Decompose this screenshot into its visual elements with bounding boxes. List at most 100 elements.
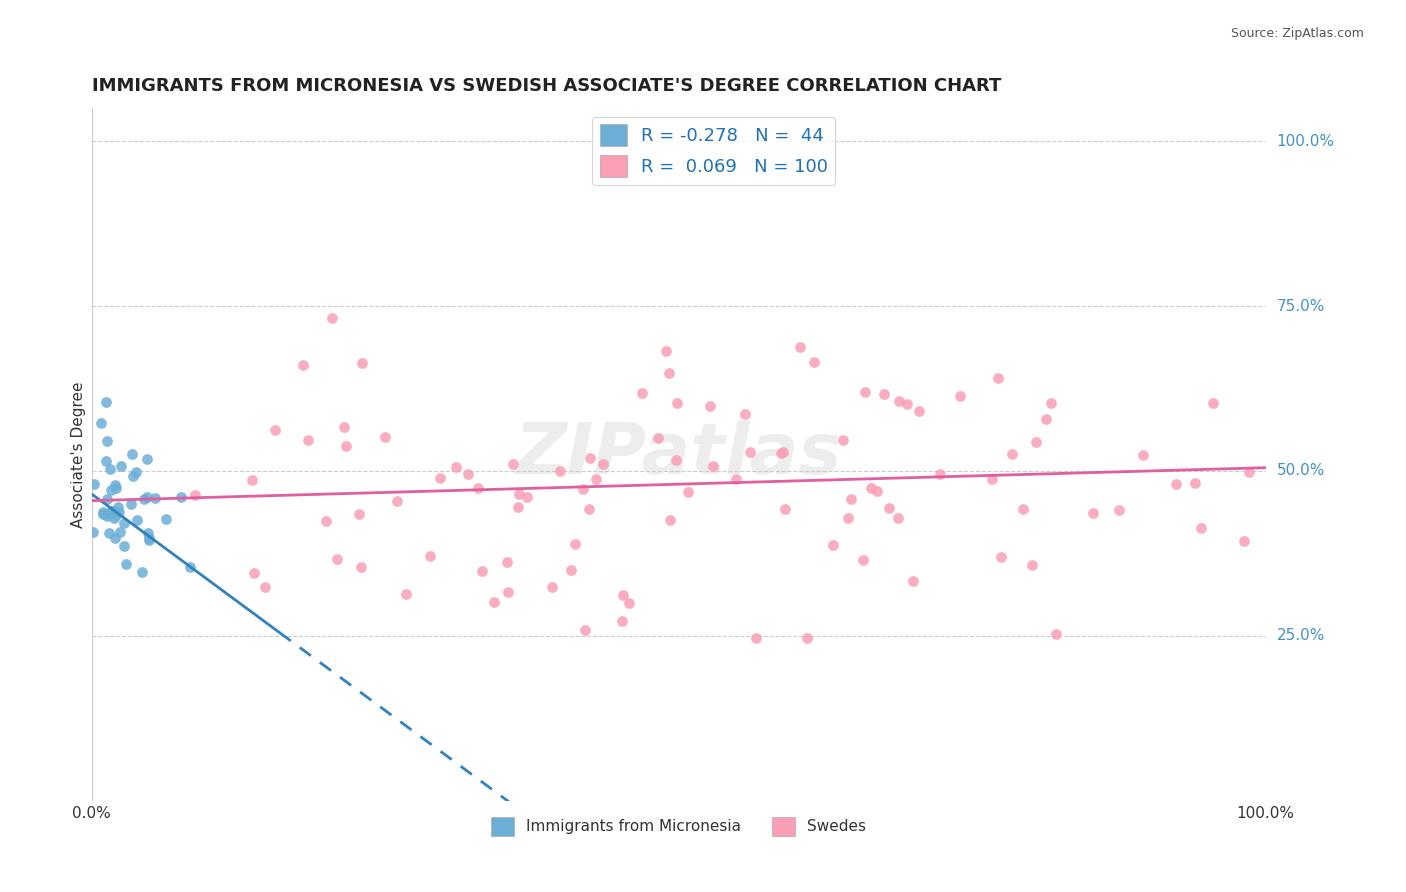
Point [658, 513, 681, 527]
Point [91, 507, 114, 521]
Text: 75.0%: 75.0% [1277, 299, 1324, 314]
Point [107, 505, 129, 519]
Point [665, 453, 688, 467]
Point [879, 501, 901, 516]
Point [138, 533, 160, 547]
Point [1083, 506, 1105, 520]
Point [496, 555, 519, 569]
Point [100, 462, 122, 476]
Point [929, 467, 952, 481]
Point [321, 311, 343, 326]
Point [419, 549, 441, 563]
Point [724, 472, 747, 486]
Point [444, 460, 467, 475]
Point [350, 560, 373, 574]
Point [297, 433, 319, 447]
Point [1189, 521, 1212, 535]
Text: 25.0%: 25.0% [1277, 629, 1324, 643]
Point [803, 355, 825, 369]
Point [335, 439, 357, 453]
Point [96, 492, 118, 507]
Point [110, 459, 132, 474]
Point [823, 538, 845, 552]
Point [631, 386, 654, 401]
Point [619, 596, 641, 610]
Point [108, 524, 131, 539]
Point [548, 464, 571, 478]
Point [107, 500, 129, 514]
Point [127, 513, 149, 527]
Point [516, 491, 538, 505]
Point [97, 506, 120, 520]
Point [471, 564, 494, 578]
Point [564, 537, 586, 551]
Point [981, 472, 1004, 486]
Point [374, 430, 396, 444]
Point [887, 394, 910, 409]
Point [541, 581, 564, 595]
Point [1035, 412, 1057, 426]
Point [770, 446, 793, 460]
Point [122, 468, 145, 483]
Point [887, 511, 910, 525]
Point [796, 632, 818, 646]
Point [104, 531, 127, 545]
Point [841, 491, 863, 506]
Point [949, 389, 972, 403]
Point [385, 493, 408, 508]
Point [184, 488, 207, 502]
Point [240, 474, 263, 488]
Text: IMMIGRANTS FROM MICRONESIA VS SWEDISH ASSOCIATE'S DEGREE CORRELATION CHART: IMMIGRANTS FROM MICRONESIA VS SWEDISH AS… [91, 78, 1001, 95]
Point [112, 539, 135, 553]
Point [496, 585, 519, 599]
Point [745, 631, 768, 645]
Point [482, 595, 505, 609]
Point [349, 507, 371, 521]
Point [734, 407, 756, 421]
Point [350, 356, 373, 370]
Point [789, 340, 811, 354]
Point [125, 465, 148, 479]
Point [612, 588, 634, 602]
Legend: Immigrants from Micronesia, Swedes: Immigrants from Micronesia, Swedes [485, 811, 872, 842]
Point [136, 525, 159, 540]
Point [105, 508, 128, 522]
Point [853, 385, 876, 400]
Point [560, 563, 582, 577]
Point [155, 512, 177, 526]
Point [772, 445, 794, 459]
Point [666, 395, 689, 409]
Point [738, 444, 761, 458]
Point [264, 423, 287, 437]
Point [96, 509, 118, 524]
Point [866, 484, 889, 499]
Point [83, 476, 105, 491]
Point [1132, 448, 1154, 462]
Text: 100.0%: 100.0% [1277, 134, 1334, 149]
Point [143, 491, 166, 506]
Point [572, 482, 595, 496]
Point [574, 623, 596, 637]
Point [457, 467, 479, 481]
Point [508, 487, 530, 501]
Point [1201, 396, 1223, 410]
Point [97, 525, 120, 540]
Point [138, 531, 160, 545]
Point [115, 557, 138, 571]
Point [699, 399, 721, 413]
Point [773, 502, 796, 516]
Point [1039, 396, 1062, 410]
Point [647, 432, 669, 446]
Point [1021, 558, 1043, 572]
Point [837, 511, 859, 525]
Point [502, 457, 524, 471]
Point [896, 396, 918, 410]
Point [655, 343, 678, 358]
Point [578, 502, 600, 516]
Point [394, 587, 416, 601]
Point [1232, 534, 1254, 549]
Point [100, 483, 122, 497]
Point [592, 457, 614, 471]
Point [429, 470, 451, 484]
Point [832, 433, 855, 447]
